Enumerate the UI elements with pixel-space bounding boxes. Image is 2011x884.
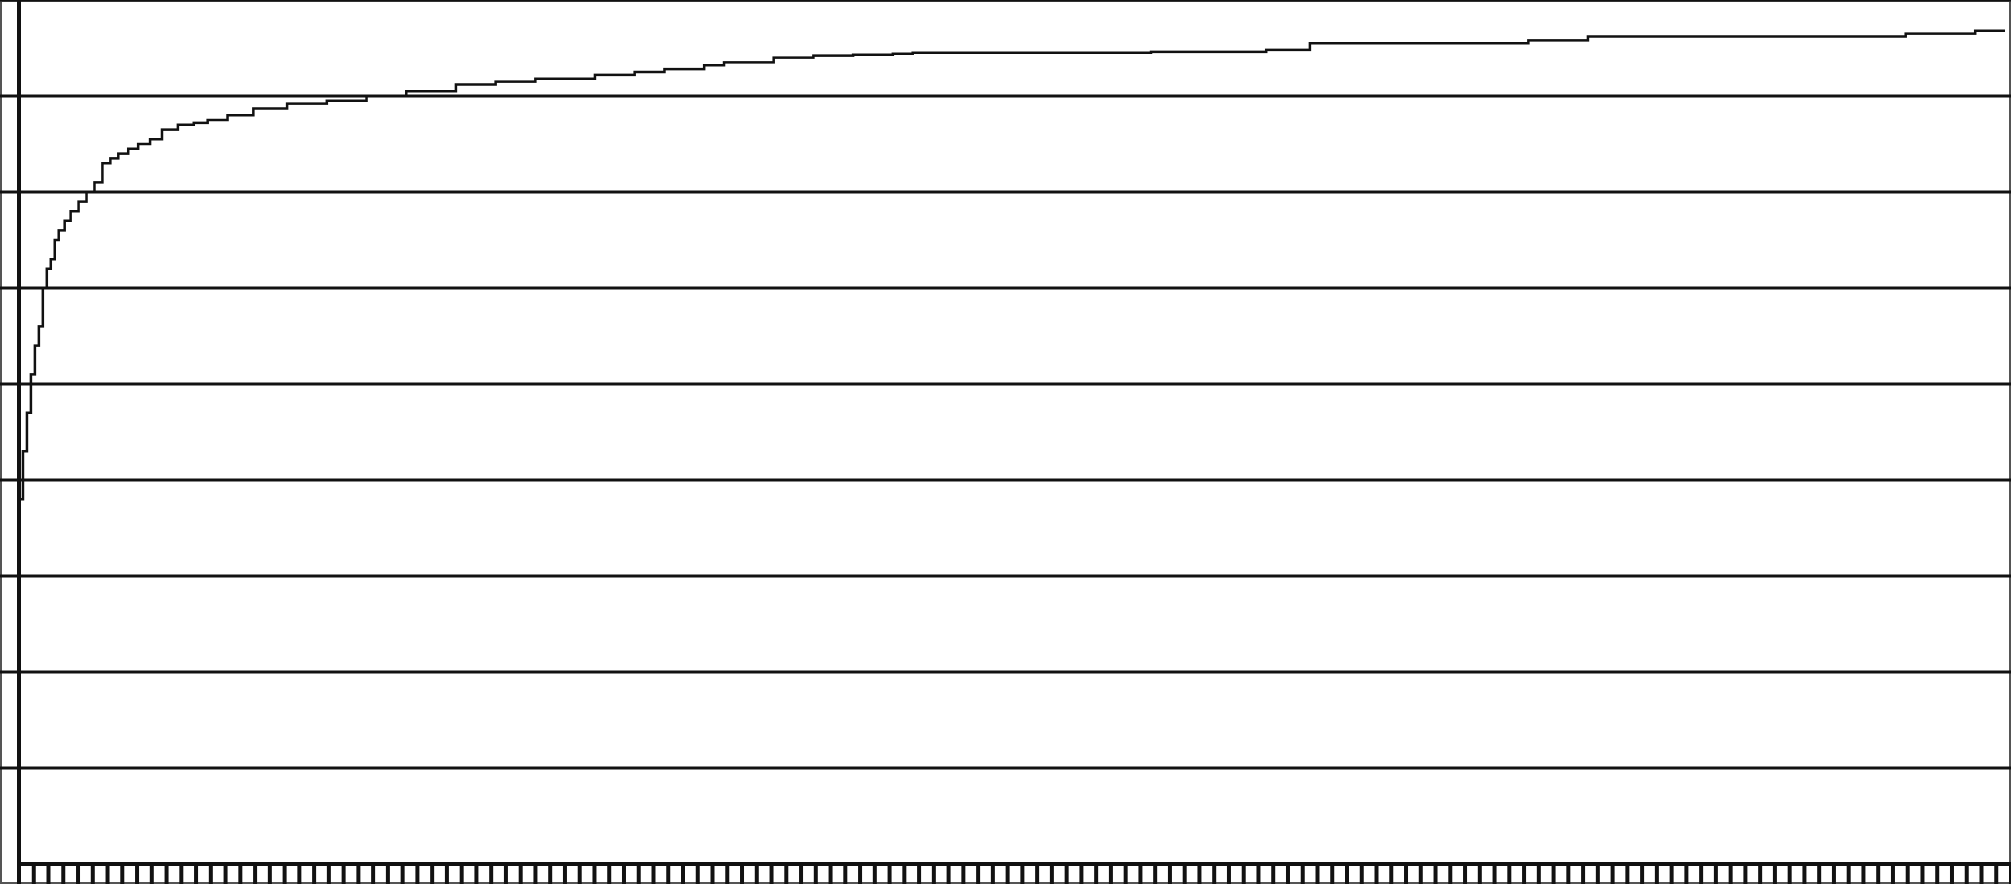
y-axis-ticks	[0, 0, 19, 770]
series-line	[19, 29, 2005, 501]
y-gridlines	[19, 0, 2011, 770]
series-group	[19, 29, 2005, 501]
x-axis-ticks	[17, 864, 2011, 884]
